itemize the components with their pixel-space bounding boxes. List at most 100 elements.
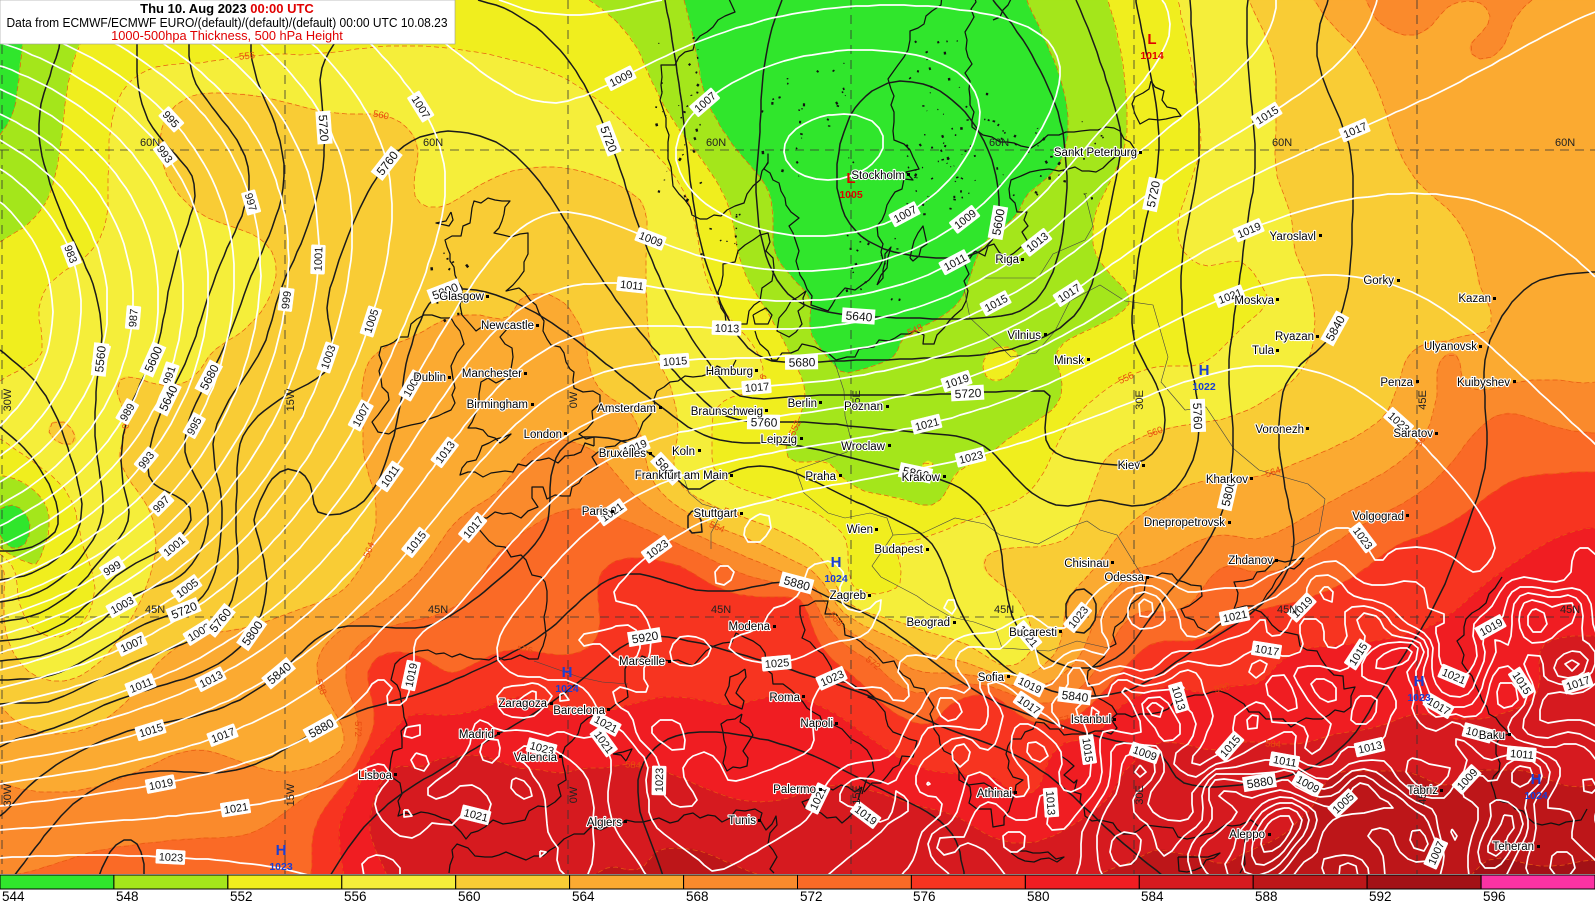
svg-text:45N: 45N — [711, 604, 731, 616]
svg-text:544: 544 — [2, 889, 25, 904]
svg-text:0W: 0W — [568, 391, 580, 408]
svg-text:60N: 60N — [423, 137, 443, 149]
svg-text:Paris: Paris — [582, 506, 608, 518]
svg-text:Amsterdam: Amsterdam — [597, 403, 656, 415]
svg-text:Glasgow: Glasgow — [439, 291, 484, 303]
svg-text:H: H — [1531, 771, 1542, 788]
svg-text:576: 576 — [516, 644, 533, 657]
svg-text:5840: 5840 — [1061, 688, 1090, 705]
svg-text:1024: 1024 — [555, 683, 579, 695]
svg-text:1023: 1023 — [1407, 692, 1431, 704]
svg-text:Kiev: Kiev — [1118, 460, 1141, 472]
svg-text:1019: 1019 — [148, 777, 174, 793]
svg-text:1024: 1024 — [1524, 790, 1548, 802]
svg-text:45N: 45N — [428, 604, 448, 616]
svg-text:Bucaresti: Bucaresti — [1009, 627, 1057, 639]
svg-text:Sankt Peterburg: Sankt Peterburg — [1054, 147, 1137, 159]
svg-text:Odessa: Odessa — [1104, 572, 1144, 584]
svg-text:560: 560 — [372, 109, 390, 123]
svg-text:560: 560 — [1146, 425, 1165, 441]
svg-text:568: 568 — [313, 678, 329, 697]
svg-text:Stockholm: Stockholm — [851, 170, 905, 182]
svg-text:60N: 60N — [1272, 137, 1292, 149]
svg-text:L: L — [1147, 31, 1156, 48]
svg-text:1015: 1015 — [1079, 737, 1094, 763]
svg-text:1011: 1011 — [620, 279, 645, 293]
svg-text:15W: 15W — [285, 783, 297, 806]
svg-text:60N: 60N — [140, 137, 160, 149]
svg-text:Zaragoza: Zaragoza — [498, 698, 547, 710]
svg-text:564: 564 — [361, 541, 377, 560]
svg-text:987: 987 — [127, 308, 141, 327]
svg-text:1021: 1021 — [223, 801, 249, 817]
svg-text:1000-500hpa Thickness, 500 hPa: 1000-500hpa Thickness, 500 hPa Height — [111, 28, 343, 43]
svg-text:564: 564 — [1264, 465, 1283, 481]
svg-text:Praha: Praha — [805, 471, 836, 483]
svg-text:584: 584 — [1265, 738, 1282, 750]
svg-text:Leipzig: Leipzig — [761, 434, 797, 446]
svg-text:Newcastle: Newcastle — [481, 320, 534, 332]
svg-text:548: 548 — [116, 889, 139, 904]
svg-text:5640: 5640 — [845, 309, 873, 325]
svg-text:580: 580 — [1213, 681, 1231, 696]
svg-text:Minsk: Minsk — [1054, 355, 1084, 367]
svg-text:1023: 1023 — [654, 768, 666, 793]
svg-text:Baku: Baku — [1479, 730, 1505, 742]
svg-text:568: 568 — [686, 889, 709, 904]
svg-text:Zagreb: Zagreb — [830, 590, 866, 602]
svg-text:576: 576 — [1058, 712, 1076, 727]
svg-text:5800: 5800 — [901, 464, 930, 483]
svg-text:5760: 5760 — [751, 415, 778, 429]
svg-text:Zhdanov: Zhdanov — [1228, 555, 1273, 567]
svg-text:15E: 15E — [851, 390, 863, 410]
svg-text:Athinai: Athinai — [977, 788, 1012, 800]
svg-text:Budapest: Budapest — [874, 544, 923, 556]
svg-text:1011: 1011 — [1510, 748, 1535, 762]
svg-text:Manchester: Manchester — [462, 368, 522, 380]
svg-text:1014: 1014 — [1140, 50, 1164, 62]
svg-text:560: 560 — [722, 506, 741, 522]
svg-text:London: London — [524, 429, 562, 441]
svg-text:Chisinau: Chisinau — [1064, 558, 1109, 570]
svg-text:5680: 5680 — [789, 355, 816, 369]
svg-text:Wroclaw: Wroclaw — [841, 441, 886, 453]
svg-text:Teheran: Teheran — [1492, 841, 1534, 853]
svg-text:1021: 1021 — [462, 807, 489, 825]
svg-text:30W: 30W — [2, 783, 14, 806]
svg-text:Volgograd: Volgograd — [1352, 511, 1404, 523]
svg-text:584: 584 — [1141, 889, 1164, 904]
svg-text:1022: 1022 — [1192, 381, 1216, 393]
svg-text:Saratov: Saratov — [1393, 428, 1433, 440]
svg-text:Penza: Penza — [1380, 377, 1413, 389]
svg-text:5760: 5760 — [1190, 402, 1205, 429]
svg-text:Madrid: Madrid — [459, 729, 494, 741]
svg-text:580: 580 — [1027, 889, 1050, 904]
svg-text:572: 572 — [800, 889, 823, 904]
svg-text:Sofia: Sofia — [978, 672, 1005, 684]
svg-text:Gorky: Gorky — [1363, 275, 1394, 287]
svg-text:Poznan: Poznan — [844, 401, 883, 413]
svg-text:556: 556 — [239, 50, 256, 63]
svg-text:5880: 5880 — [1246, 773, 1275, 791]
svg-text:5800: 5800 — [1219, 478, 1239, 507]
svg-text:30W: 30W — [2, 388, 14, 411]
svg-text:1025: 1025 — [764, 657, 789, 671]
svg-text:1011: 1011 — [1272, 754, 1297, 770]
svg-text:5560: 5560 — [92, 345, 109, 373]
svg-text:5720: 5720 — [316, 114, 332, 142]
svg-text:Istanbul: Istanbul — [1071, 714, 1111, 726]
svg-text:552: 552 — [230, 889, 253, 904]
svg-text:572: 572 — [352, 721, 363, 737]
svg-text:5600: 5600 — [989, 207, 1007, 236]
svg-text:Palermo: Palermo — [773, 784, 816, 796]
svg-text:H: H — [562, 664, 573, 681]
svg-text:45N: 45N — [994, 604, 1014, 616]
svg-text:Marseille: Marseille — [619, 656, 665, 668]
svg-text:5880: 5880 — [782, 573, 812, 594]
svg-text:1013: 1013 — [715, 323, 740, 336]
svg-text:Tunis: Tunis — [728, 815, 756, 827]
svg-text:Algiers: Algiers — [587, 817, 622, 829]
svg-text:45N: 45N — [1277, 604, 1297, 616]
svg-text:Kazan: Kazan — [1458, 293, 1491, 305]
svg-text:Beograd: Beograd — [907, 617, 950, 629]
